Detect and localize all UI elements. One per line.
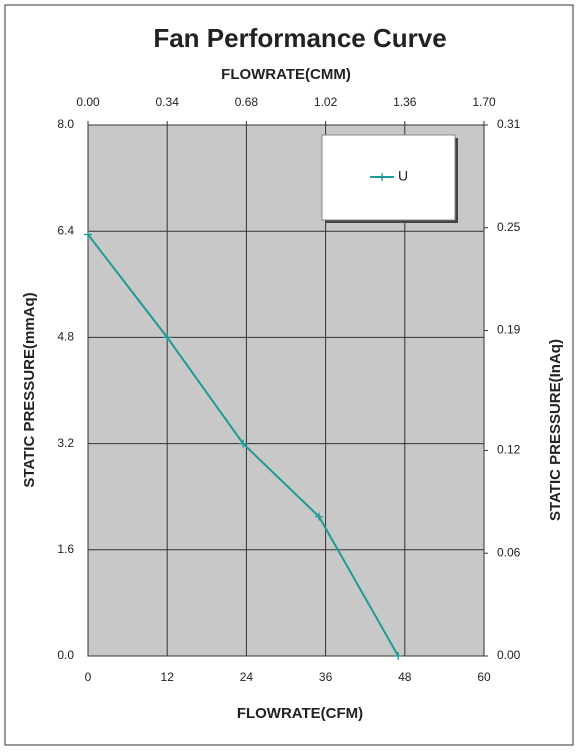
point-marker (84, 230, 92, 239)
legend-label: U (398, 168, 408, 184)
x-tick-label: 0 (85, 670, 92, 684)
x-tick-label: 48 (398, 670, 412, 684)
x-axis-label: FLOWRATE(CFM) (237, 705, 363, 722)
y-tick-label: 8.0 (57, 117, 74, 131)
x-tick-label: 24 (240, 670, 254, 684)
y-tick-label: 3.2 (57, 436, 74, 450)
y-tick-label: 4.8 (57, 330, 74, 344)
x-tick-label: 36 (319, 670, 333, 684)
y2-tick-label: 0.31 (497, 117, 521, 131)
y-tick-label: 0.0 (57, 648, 74, 662)
y2-tick-label: 0.12 (497, 443, 521, 457)
chart-title: Fan Performance Curve (153, 23, 446, 53)
x2-tick-label: 1.02 (314, 95, 338, 109)
y-axis-label: STATIC PRESSURE(mmAq) (21, 292, 38, 487)
x2-tick-label: 1.36 (393, 95, 417, 109)
x2-tick-label: 0.34 (156, 95, 180, 109)
y2-tick-label: 0.06 (497, 545, 521, 559)
point-marker (315, 512, 323, 521)
point-marker (394, 652, 403, 660)
y2-tick-label: 0.25 (497, 220, 521, 234)
x-tick-label: 12 (161, 670, 175, 684)
point-marker (163, 333, 172, 342)
x2-tick-label: 1.70 (472, 95, 496, 109)
y2-tick-label: 0.19 (497, 323, 521, 337)
x2-axis-label: FLOWRATE(CMM) (221, 66, 351, 83)
x2-tick-label: 0.00 (76, 95, 100, 109)
y2-tick-label: 0.00 (497, 648, 521, 662)
x-tick-label: 60 (477, 670, 491, 684)
x2-tick-label: 0.68 (235, 95, 259, 109)
y-tick-label: 1.6 (57, 542, 74, 556)
y-tick-label: 6.4 (57, 223, 74, 237)
y2-axis-label: STATIC PRESSURE(InAq) (547, 339, 564, 521)
point-marker (239, 439, 248, 448)
